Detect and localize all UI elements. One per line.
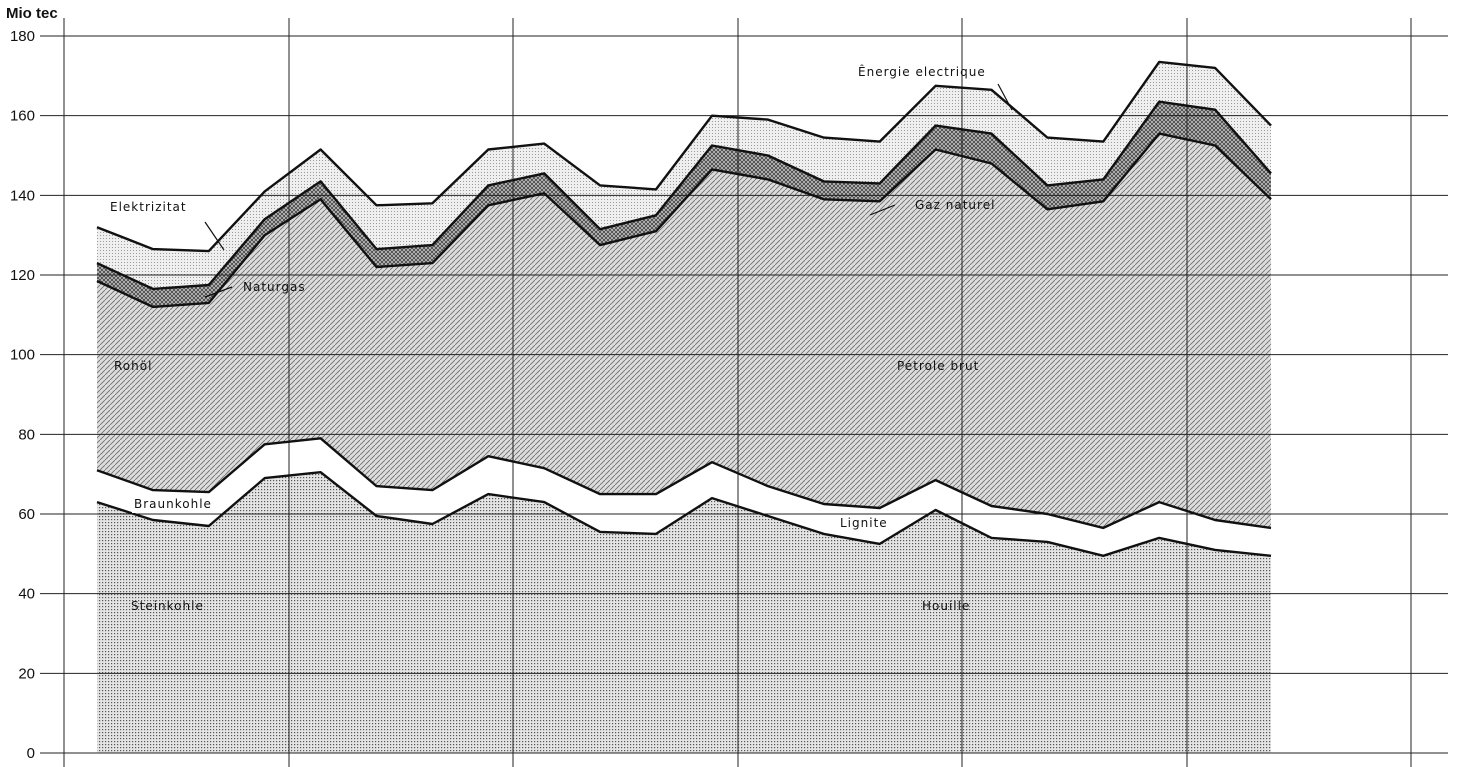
y-tick-label: 120 [10,267,35,284]
label-braunkohle: Braunkohle [134,497,212,511]
y-tick-label: 40 [18,586,35,603]
y-tick-label: 100 [10,347,35,364]
y-tick-label: 140 [10,187,35,204]
y-tick-label: 180 [10,28,35,45]
area-layers [97,61,1271,753]
series-line-0 [96,471,1272,557]
area-series-1 [97,438,1271,556]
y-tick-label: 60 [18,506,35,523]
series-line-4 [96,60,1272,253]
gridlines [40,18,1448,767]
series-line-3 [96,100,1272,291]
series-line-2 [96,132,1272,309]
y-tick-label: 80 [18,426,35,443]
label-lignite: Lignite [840,516,888,530]
area-series-3 [97,101,1271,307]
y-tick-label: 160 [10,108,35,125]
label-steinkohle: Steinkohle [131,599,204,613]
label-naturgas: Naturgas [243,280,306,294]
area-series-2 [97,133,1271,528]
area-series-0 [97,472,1271,753]
area-series-4 [97,61,1271,289]
series-line-1 [96,437,1272,530]
label-braunkohle-bg [132,495,222,513]
y-axis-unit: Mio tec [6,5,58,22]
label-elektrizitat: Elektrizitat [110,200,187,214]
label-lignite-bg [836,515,894,532]
label-energie-electrique: Ênergie electrique [858,64,986,79]
y-tick-label: 0 [27,745,35,762]
label-rohol: Rohöl [114,359,152,373]
label-petrole-brut: Pétrole brut [897,359,979,373]
y-tick-label: 20 [18,665,35,682]
series-labels: Steinkohle Houille Braunkohle Lignite Ro… [110,64,1013,613]
label-gaz-naturel: Gaz naturel [915,198,995,212]
label-houille: Houille [922,599,970,613]
y-axis-ticks: 0 20 40 60 80 100 120 140 160 180 [10,28,35,762]
label-leader-lines [204,83,1013,298]
series-boundaries [96,60,1272,557]
